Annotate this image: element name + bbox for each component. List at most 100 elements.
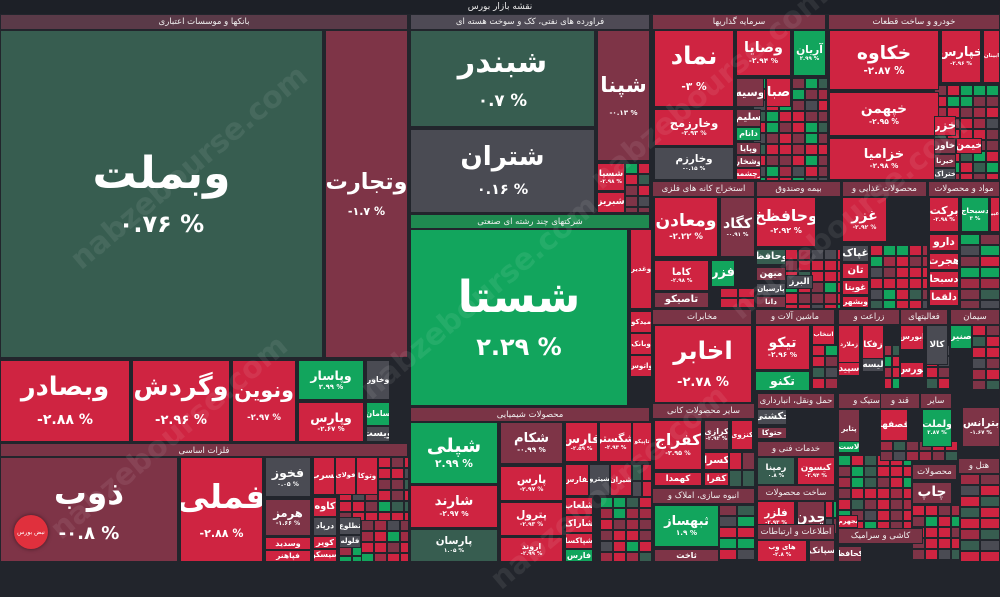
filler-tile[interactable]	[837, 249, 841, 260]
stock-tile[interactable]: کیسون -۲.۹۴ %	[797, 457, 835, 485]
stock-tile[interactable]: ویست	[366, 426, 390, 442]
stock-tile[interactable]: خپارس-۲.۹۶ %	[941, 30, 981, 83]
filler-tile[interactable]	[884, 367, 892, 378]
filler-tile[interactable]	[877, 477, 890, 488]
stock-tile[interactable]: دانا	[756, 296, 786, 308]
filler-tile[interactable]	[625, 196, 638, 207]
filler-tile[interactable]	[837, 282, 841, 293]
filler-tile[interactable]	[986, 336, 1000, 347]
filler-tile[interactable]	[896, 267, 909, 278]
filler-tile[interactable]	[912, 549, 925, 560]
stock-tile[interactable]: سپاتک	[809, 540, 835, 562]
filler-tile[interactable]	[404, 468, 409, 479]
filler-tile[interactable]	[626, 530, 639, 541]
stock-tile[interactable]: اخابر -۲.۷۸ %	[654, 325, 752, 403]
filler-tile[interactable]	[906, 441, 919, 451]
filler-tile[interactable]	[922, 245, 928, 256]
stock-tile[interactable]: وبملت ۰.۷۶ %	[0, 30, 323, 358]
filler-tile[interactable]	[890, 477, 903, 488]
stock-tile[interactable]: فلوله	[339, 535, 361, 548]
stock-tile[interactable]: وپاسار ۲.۹۹ %	[298, 360, 364, 400]
stock-tile[interactable]: بورس	[900, 362, 924, 378]
filler-tile[interactable]	[720, 298, 738, 308]
sector-header[interactable]: ساخت محصولات	[757, 485, 835, 501]
filler-tile[interactable]	[932, 451, 945, 461]
filler-tile[interactable]	[792, 177, 805, 181]
filler-tile[interactable]	[909, 245, 922, 256]
filler-tile[interactable]	[960, 278, 980, 289]
stock-tile[interactable]: تیکو -۲.۹۶ %	[755, 325, 810, 370]
filler-tile[interactable]	[626, 552, 639, 562]
stock-tile[interactable]: بجهرم	[838, 515, 858, 528]
sector-header[interactable]: مخابرات	[652, 309, 752, 325]
stock-tile[interactable]: لیسه	[862, 358, 884, 372]
filler-tile[interactable]	[864, 466, 877, 477]
filler-tile[interactable]	[766, 122, 779, 133]
stock-tile[interactable]: برکت -۲.۹۸ %	[929, 197, 959, 232]
filler-tile[interactable]	[870, 278, 883, 289]
stock-tile[interactable]: نماد -۳ %	[654, 30, 734, 107]
filler-tile[interactable]	[922, 289, 928, 300]
stock-tile[interactable]: آریان ۲.۹۹ %	[793, 30, 826, 76]
filler-tile[interactable]	[837, 271, 841, 282]
filler-tile[interactable]	[893, 441, 906, 451]
filler-tile[interactable]	[766, 155, 779, 166]
filler-tile[interactable]	[639, 541, 652, 552]
filler-tile[interactable]	[805, 111, 818, 122]
filler-tile[interactable]	[737, 527, 755, 538]
sector-header[interactable]: سرمایه گذاریها	[652, 14, 826, 30]
filler-tile[interactable]	[637, 196, 650, 207]
stock-tile[interactable]: پترول -۲.۹۳ %	[500, 502, 563, 536]
filler-tile[interactable]	[926, 378, 938, 389]
sector-header[interactable]: خودرو و ساخت قطعات	[828, 14, 1000, 30]
filler-tile[interactable]	[798, 304, 811, 309]
filler-tile[interactable]	[973, 96, 986, 107]
stock-tile[interactable]: فارس-۲.۵۹ %	[565, 422, 598, 462]
filler-tile[interactable]	[925, 527, 938, 538]
filler-tile[interactable]	[973, 85, 986, 96]
stock-tile[interactable]: وگردش -۲.۹۶ %	[132, 360, 230, 442]
stock-tile[interactable]: خزر	[934, 116, 956, 136]
filler-tile[interactable]	[720, 288, 738, 298]
stock-tile[interactable]: قصفها	[880, 409, 908, 441]
filler-tile[interactable]	[922, 300, 928, 309]
stock-tile[interactable]: ولملت ۲.۸۷ %	[922, 409, 952, 447]
filler-tile[interactable]	[986, 325, 1000, 336]
filler-tile[interactable]	[883, 278, 896, 289]
filler-tile[interactable]	[892, 367, 900, 378]
filler-tile[interactable]	[742, 452, 755, 470]
filler-tile[interactable]	[825, 501, 833, 518]
filler-tile[interactable]	[980, 507, 1000, 518]
stock-tile[interactable]: وغدیر	[630, 229, 652, 309]
stock-tile[interactable]: شارند -۲.۹۷ %	[410, 485, 498, 528]
filler-tile[interactable]	[980, 474, 1000, 485]
filler-tile[interactable]	[824, 249, 837, 260]
filler-tile[interactable]	[812, 356, 825, 367]
filler-tile[interactable]	[374, 553, 387, 562]
filler-tile[interactable]	[864, 488, 877, 499]
filler-tile[interactable]	[980, 485, 1000, 496]
filler-tile[interactable]	[986, 151, 999, 162]
sector-header[interactable]: کاشی و سرامیک	[838, 528, 923, 544]
filler-tile[interactable]	[864, 455, 877, 466]
stock-tile[interactable]: تاپیکو	[632, 422, 652, 462]
stock-tile[interactable]: کفراج -۲.۹۵ %	[654, 420, 702, 470]
filler-tile[interactable]	[903, 477, 912, 488]
filler-tile[interactable]	[870, 300, 883, 309]
filler-tile[interactable]	[339, 556, 352, 562]
filler-tile[interactable]	[626, 519, 639, 530]
filler-tile[interactable]	[805, 177, 818, 181]
sector-header[interactable]: محصولات	[912, 464, 957, 480]
stock-tile[interactable]: خیرنا	[934, 154, 956, 168]
filler-tile[interactable]	[945, 451, 958, 461]
filler-tile[interactable]	[980, 300, 1000, 309]
filler-tile[interactable]	[903, 466, 912, 477]
filler-tile[interactable]	[632, 464, 642, 481]
filler-tile[interactable]	[947, 85, 960, 96]
stock-tile[interactable]: کسرا	[704, 452, 729, 470]
filler-tile[interactable]	[387, 553, 400, 562]
filler-tile[interactable]	[870, 256, 883, 267]
stock-tile[interactable]: درپاد	[313, 517, 337, 536]
stock-tile[interactable]: اروند -۲.۹۹ %	[500, 537, 563, 562]
filler-tile[interactable]	[951, 527, 960, 538]
